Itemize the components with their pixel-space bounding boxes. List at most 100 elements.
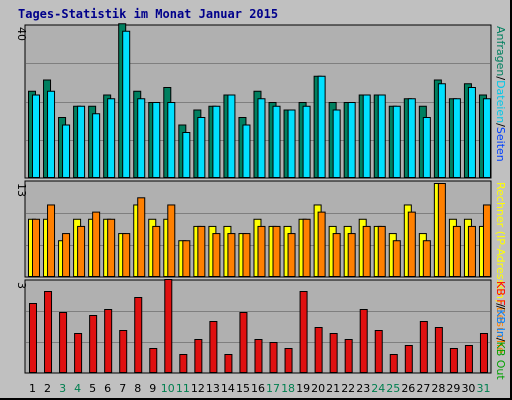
bar-dateien-day-5 [92,113,101,178]
bar-kb-f-day-25 [389,354,398,373]
bar-dateien-day-30 [467,87,476,178]
bar-dateien-day-7 [122,30,131,178]
bar-besuche-day-30 [467,225,476,278]
bar-dateien-day-24 [377,94,386,178]
x-tick-label-day-10: 10 [161,382,175,395]
bar-dateien-day-22 [347,102,356,178]
legend-entry-top-2: Dateien [494,80,507,123]
legend-entry-bottom-0: KB F [494,281,507,306]
bar-dateien-day-23 [362,94,371,178]
bar-kb-f-day-12 [194,339,203,373]
bar-kb-f-day-24 [374,330,383,373]
bar-dateien-day-27 [422,117,431,178]
x-tick-label-day-8: 8 [134,382,141,395]
bar-besuche-day-19 [302,218,311,277]
bar-dateien-day-2 [47,90,56,178]
bar-dateien-day-12 [197,117,206,178]
bar-dateien-day-28 [437,83,446,178]
bar-kb-f-day-18 [284,348,293,373]
bar-dateien-day-9 [152,102,161,178]
bar-kb-f-day-20 [314,327,323,373]
bar-besuche-day-3 [62,233,71,277]
bar-dateien-day-11 [182,132,191,178]
bar-besuche-day-24 [377,225,386,278]
bar-kb-f-day-2 [44,291,53,373]
bar-besuche-day-4 [77,225,86,278]
bar-besuche-day-12 [197,225,206,278]
bar-kb-f-day-5 [89,315,98,373]
x-tick-label-day-29: 29 [446,382,460,395]
bar-besuche-day-26 [407,211,416,277]
x-tick-label-day-15: 15 [236,382,250,395]
bar-besuche-day-5 [92,211,101,277]
bar-besuche-day-29 [452,225,461,278]
bar-dateien-day-18 [287,109,296,178]
bar-dateien-day-19 [302,105,311,178]
bar-dateien-day-26 [407,98,416,178]
bar-kb-f-day-29 [449,348,458,373]
bar-besuche-day-6 [107,218,116,277]
x-tick-label-day-19: 19 [296,382,310,395]
x-tick-label-day-21: 21 [326,382,340,395]
y-max-tick-middle: 13 [15,183,28,197]
legend-entry-top-0: Anfragen [494,26,507,76]
bar-kb-f-day-9 [149,348,158,373]
x-tick-label-day-20: 20 [311,382,325,395]
bar-dateien-day-29 [452,98,461,178]
bar-kb-f-day-19 [299,291,308,373]
bar-besuche-day-13 [212,233,221,277]
bar-dateien-day-6 [107,98,116,178]
bar-dateien-day-31 [482,98,491,178]
bar-besuche-day-15 [242,233,251,277]
x-tick-label-day-16: 16 [251,382,265,395]
x-tick-label-day-1: 1 [29,382,36,395]
bar-kb-f-day-22 [344,339,353,373]
bar-kb-f-day-4 [74,333,83,373]
bar-besuche-day-8 [137,197,146,277]
bar-kb-f-day-3 [59,312,68,373]
x-tick-label-day-24: 24 [371,382,385,395]
bar-kb-f-day-15 [239,312,248,373]
bar-dateien-day-3 [62,124,71,178]
x-tick-label-day-22: 22 [341,382,355,395]
x-tick-label-day-14: 14 [221,382,235,395]
legend-middle: Rechner (IP-Adressen)/Besuche [494,182,507,354]
x-tick-label-day-7: 7 [119,382,126,395]
bar-kb-f-day-27 [419,321,428,373]
x-tick-label-day-11: 11 [176,382,190,395]
y-max-tick-top: 40 [15,27,28,41]
bar-dateien-day-25 [392,105,401,178]
x-tick-label-day-23: 23 [356,382,370,395]
bar-dateien-day-10 [167,102,176,178]
bar-dateien-day-15 [242,124,251,178]
bar-besuche-day-2 [47,204,56,277]
x-tick-label-day-31: 31 [476,382,490,395]
bar-besuche-day-16 [257,225,266,278]
x-tick-label-day-28: 28 [431,382,445,395]
x-tick-label-day-6: 6 [104,382,111,395]
bar-kb-f-day-7 [119,330,128,373]
legend-entry-bottom-4: KB Out [494,342,507,381]
bar-besuche-day-17 [272,225,281,278]
bar-dateien-day-17 [272,105,281,178]
legend-entry-middle-0: Rechner (IP-Adressen) [494,182,507,303]
bar-dateien-day-1 [32,94,40,178]
bar-kb-f-day-31 [479,333,488,373]
bar-kb-f-day-21 [329,333,338,373]
bar-besuche-day-18 [287,233,296,277]
bar-kb-f-day-14 [224,354,233,373]
bar-dateien-day-21 [332,109,341,178]
bar-dateien-day-20 [317,75,326,178]
x-tick-label-day-2: 2 [44,382,51,395]
bar-besuche-day-23 [362,225,371,278]
x-tick-label-day-30: 30 [461,382,475,395]
bar-kb-f-day-16 [254,339,263,373]
bar-kb-f-day-13 [209,321,218,373]
y-max-tick-bottom: 3 [15,282,28,289]
bar-kb-f-day-26 [404,345,413,373]
legend-entry-middle-2: Besuche [494,307,507,354]
bar-besuche-day-10 [167,204,176,277]
bar-kb-f-day-8 [134,297,143,373]
bar-dateien-day-14 [227,94,236,178]
bar-besuche-day-9 [152,225,161,278]
